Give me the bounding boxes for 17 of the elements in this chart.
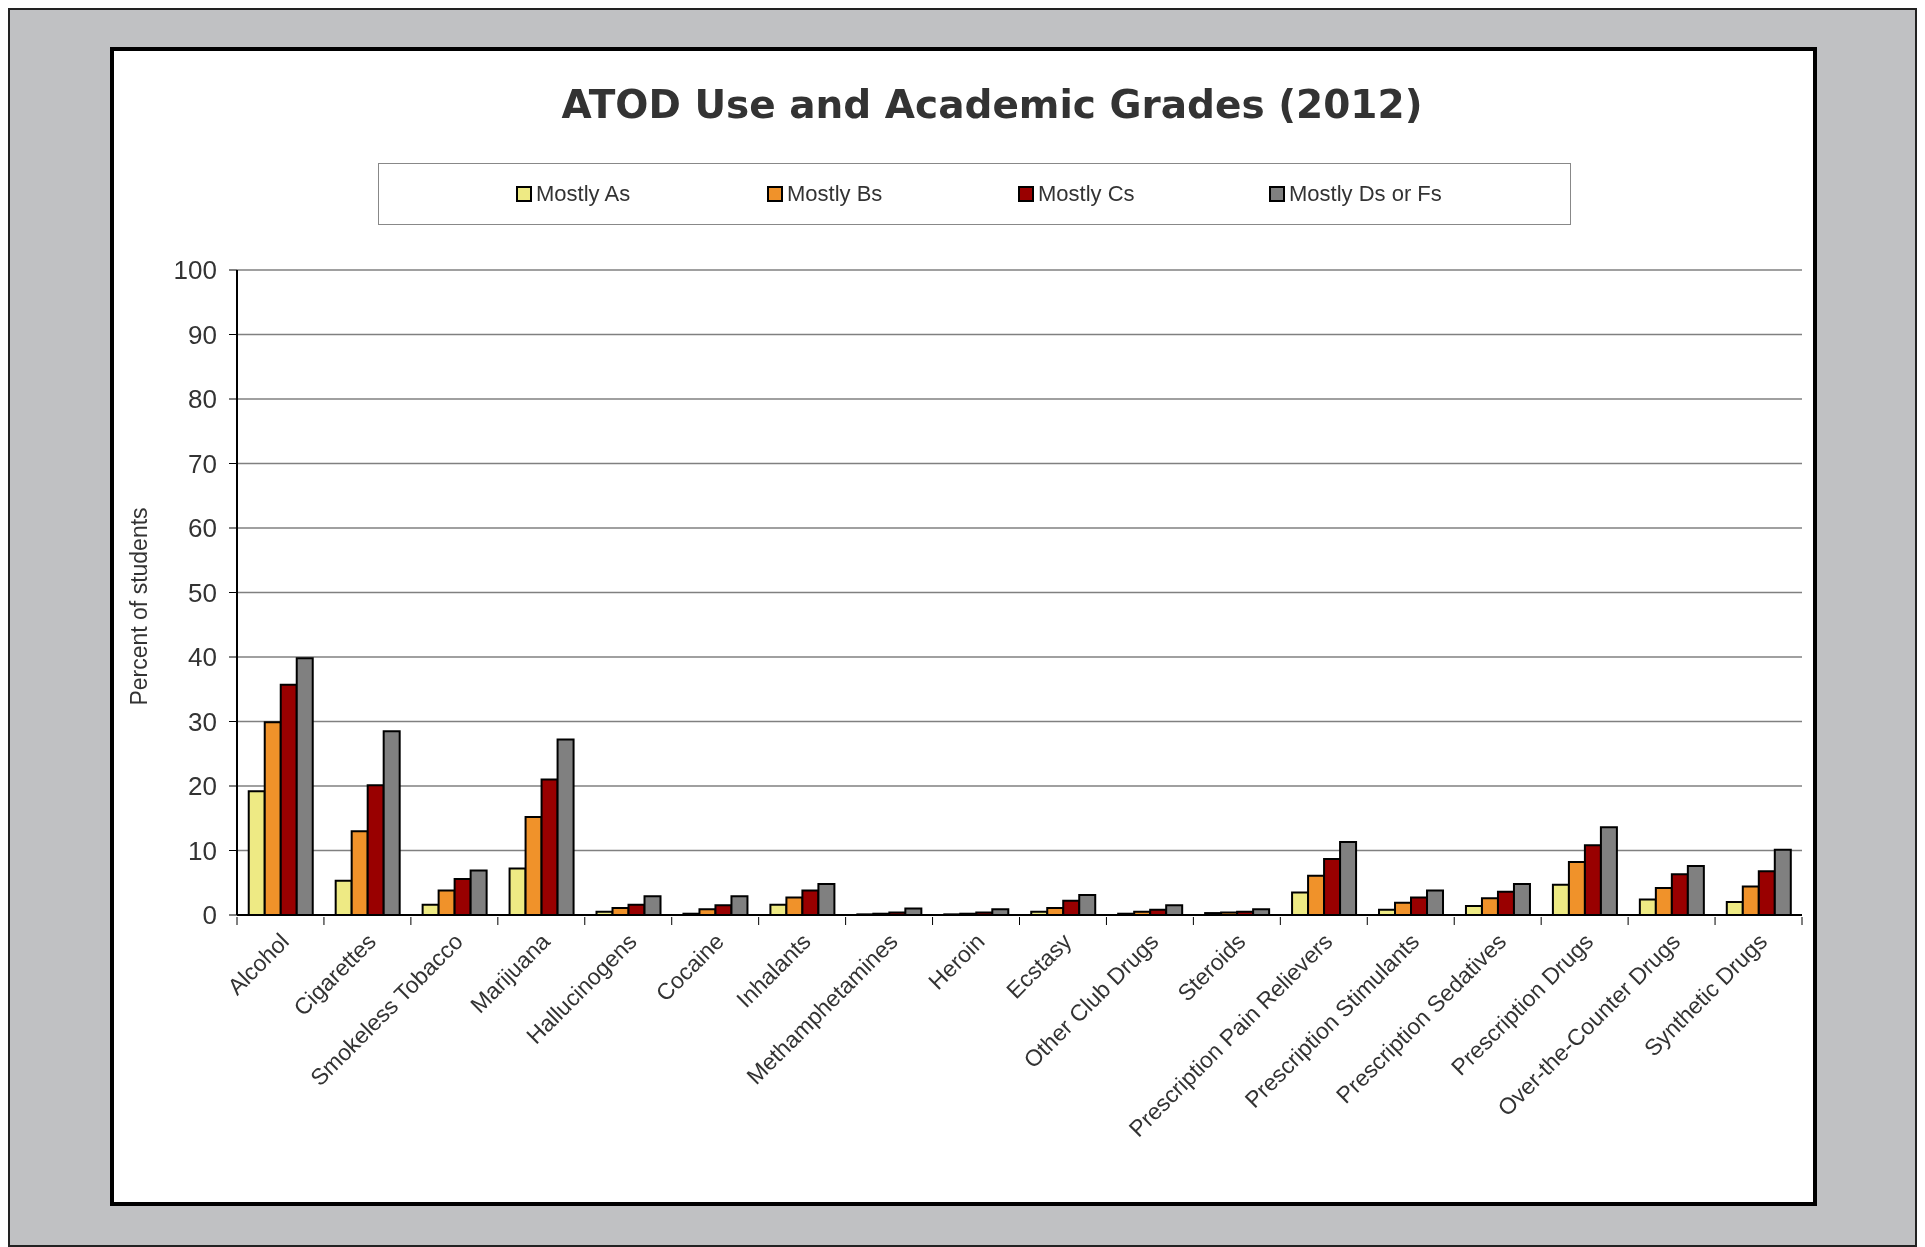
y-tick-label: 50: [188, 577, 217, 608]
legend-label: Mostly Bs: [787, 181, 883, 207]
y-tick-label: 70: [188, 448, 217, 479]
y-tick-label: 20: [188, 771, 217, 802]
legend-label: Mostly Cs: [1038, 181, 1135, 207]
y-tick-label: 30: [188, 706, 217, 737]
legend-label: Mostly Ds or Fs: [1289, 181, 1442, 207]
y-tick-label: 60: [188, 513, 217, 544]
y-tick-label: 80: [188, 384, 217, 415]
y-axis-title: Percent of students: [126, 507, 153, 706]
y-tick-label: 100: [173, 255, 217, 286]
y-tick-label: 10: [188, 835, 217, 866]
chart-title: ATOD Use and Academic Grades (2012): [560, 82, 1424, 128]
y-tick-label: 0: [202, 900, 217, 931]
legend-label: Mostly As: [536, 181, 631, 207]
y-tick-label: 40: [188, 642, 217, 673]
y-tick-label: 90: [188, 319, 217, 350]
